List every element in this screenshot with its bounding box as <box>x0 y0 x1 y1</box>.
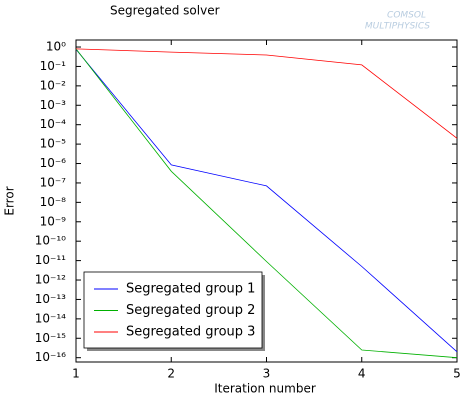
legend-label: Segregated group 2 <box>126 303 255 318</box>
series-line <box>75 48 458 139</box>
x-tick-label: 1 <box>72 367 80 381</box>
y-tick-label: 10⁻¹⁶ <box>35 350 66 364</box>
chart-title: Segregated solver <box>110 4 220 18</box>
y-tick-label: 10⁻⁷ <box>40 175 67 189</box>
legend-label: Segregated group 1 <box>126 282 255 297</box>
logo: COMSOL <box>387 11 426 21</box>
y-tick-label: 10⁻⁹ <box>40 214 67 228</box>
y-tick-label: 10⁻¹² <box>35 273 66 287</box>
series-line <box>75 49 458 353</box>
series-line <box>75 48 458 359</box>
y-tick-label: 10⁻³ <box>40 98 67 112</box>
y-tick-label: 10⁻¹³ <box>35 292 66 306</box>
y-tick-label: 10⁻¹⁴ <box>35 311 66 325</box>
x-tick-label: 5 <box>453 367 461 381</box>
y-tick-label: 10⁻¹⁰ <box>35 234 66 248</box>
y-tick-label: 10⁻⁸ <box>40 195 67 209</box>
x-axis-label: Iteration number <box>214 382 316 396</box>
legend-label: Segregated group 3 <box>126 325 255 340</box>
x-tick-label: 4 <box>358 367 366 381</box>
y-tick-label: 10⁻¹¹ <box>35 253 66 267</box>
x-tick-label: 3 <box>263 367 271 381</box>
y-tick-label: 10⁻⁶ <box>40 156 67 170</box>
y-tick-label: 10⁻¹ <box>40 59 67 73</box>
y-tick-label: 10⁻⁵ <box>40 137 67 151</box>
y-axis-label: Error <box>3 186 17 215</box>
logo: MULTIPHYSICS <box>365 22 430 32</box>
y-tick-label: 10⁻¹⁵ <box>35 331 66 345</box>
y-tick-label: 10⁻⁴ <box>40 117 67 131</box>
y-tick-label: 10⁻² <box>40 78 67 92</box>
y-tick-label: 10⁰ <box>46 40 66 54</box>
x-tick-label: 2 <box>167 367 175 381</box>
